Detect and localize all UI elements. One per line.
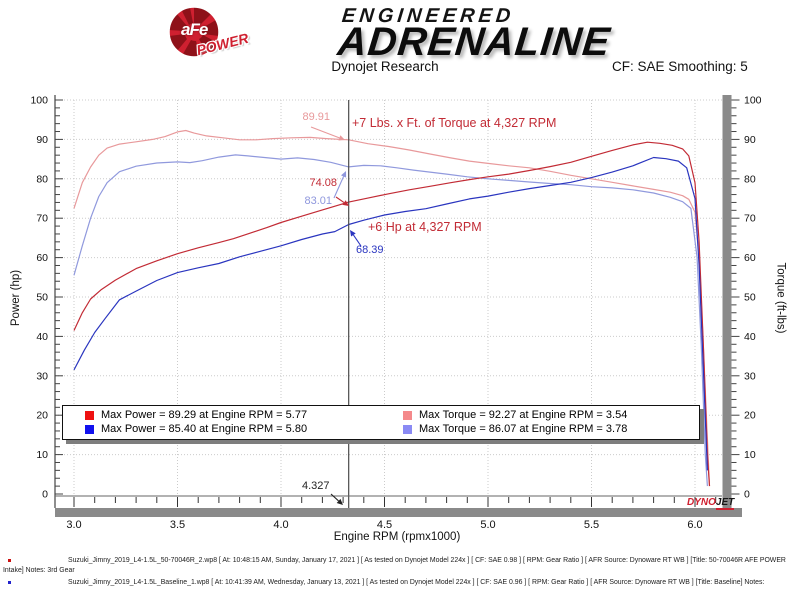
curve-power-50-70046R-intake <box>73 141 711 487</box>
y-tick-label-left: 10 <box>36 449 48 461</box>
dynojet-logo: DYNOJET <box>687 497 735 510</box>
annotation-arrow <box>352 234 362 247</box>
legend-swatch-icon <box>403 424 412 434</box>
y-tick-label-left: 60 <box>36 252 48 264</box>
run-info-line: Suzuki_Jimny_2019_L4-1.5L_50-70046R_2.wp… <box>0 556 795 575</box>
annotation-torque-baseline-at-cursor: 83.01 <box>304 195 332 207</box>
y-tick-label-left: 100 <box>30 95 48 107</box>
legend-label: Max Torque = 86.07 at Engine RPM = 3.78 <box>419 423 628 435</box>
annotation-power-intake-at-cursor: 74.08 <box>309 177 337 189</box>
y-tick-label-right: 30 <box>744 370 756 382</box>
annotation-cursor-rpm: 4.327 <box>302 480 330 492</box>
dynojet-logo-jet: JET <box>715 497 735 510</box>
annotation-arrow <box>335 196 345 204</box>
y-tick-label-right: 10 <box>744 449 756 461</box>
legend-label: Max Torque = 92.27 at Engine RPM = 3.54 <box>419 409 628 421</box>
legend-swatch-icon <box>85 410 94 420</box>
y-tick-label-left: 90 <box>36 134 48 146</box>
annotation-arrowhead <box>341 171 347 178</box>
x-axis-label-rpm: Engine RPM (rpmx1000) <box>333 531 461 543</box>
x-tick-label: 4.0 <box>273 519 288 531</box>
y-tick-label-right: 0 <box>744 489 750 501</box>
afe-logo-text: aFe <box>181 20 208 39</box>
x-tick-label: 5.0 <box>480 519 495 531</box>
annotation-arrow <box>310 126 340 139</box>
y-tick-label-left: 40 <box>36 331 48 343</box>
annotation-arrowhead <box>350 230 356 237</box>
curve-power-baseline <box>73 156 708 471</box>
run-info-text: Suzuki_Jimny_2019_L4-1.5L_50-70046R_2.wp… <box>3 557 786 574</box>
annotation-power-baseline-at-cursor: 68.39 <box>356 244 384 256</box>
annotation-arrowhead <box>336 498 343 505</box>
x-tick-label: 5.5 <box>584 519 599 531</box>
legend-label: Max Power = 85.40 at Engine RPM = 5.80 <box>101 423 308 435</box>
y-tick-label-right: 60 <box>744 252 756 264</box>
run-info-line: Suzuki_Jimny_2019_L4-1.5L_Baseline_1.wp8… <box>0 578 795 588</box>
legend-item-3: Max Torque = 86.07 at Engine RPM = 3.78 <box>403 423 699 435</box>
x-tick-label: 6.0 <box>687 519 702 531</box>
y-tick-label-right: 40 <box>744 331 756 343</box>
x-tick-label: 3.5 <box>170 519 185 531</box>
run-info-text: Suzuki_Jimny_2019_L4-1.5L_Baseline_1.wp8… <box>68 579 765 586</box>
afe-logo-icon <box>168 6 220 58</box>
y-tick-label-left: 20 <box>36 410 48 422</box>
legend-item-0: Max Power = 89.29 at Engine RPM = 5.77 <box>85 409 403 421</box>
curve-torque-50-70046R-intake <box>73 129 711 487</box>
y-tick-label-left: 50 <box>36 292 48 304</box>
y-tick-label-left: 30 <box>36 370 48 382</box>
y-tick-label-right: 100 <box>744 95 762 107</box>
annotation-arrow <box>330 493 339 502</box>
legend-label: Max Power = 89.29 at Engine RPM = 5.77 <box>101 409 308 421</box>
x-tick-label: 3.0 <box>66 519 81 531</box>
y-tick-label-right: 20 <box>744 410 756 422</box>
y-tick-label-left: 0 <box>42 489 48 501</box>
correction-smoothing-note: CF: SAE Smoothing: 5 <box>612 59 748 74</box>
annotation-arrow <box>333 176 345 199</box>
legend-box: Max Power = 89.29 at Engine RPM = 5.77 Ma… <box>62 405 700 440</box>
annotation-power-gain: +6 Hp at 4,327 RPM <box>368 220 482 234</box>
run-bullet-blue <box>8 581 11 584</box>
legend-swatch-icon <box>85 424 94 434</box>
legend-item-1: Max Torque = 92.27 at Engine RPM = 3.54 <box>403 409 699 421</box>
y-tick-label-right: 80 <box>744 173 756 185</box>
right-axis-bar <box>722 95 732 517</box>
annotation-torque-intake-at-cursor: 89.91 <box>302 111 330 123</box>
dynojet-logo-dyno: DYNO <box>687 497 716 508</box>
legend-swatch-icon <box>403 410 412 420</box>
y-tick-label-right: 90 <box>744 134 756 146</box>
chart-title: Dynojet Research <box>331 59 439 74</box>
x-tick-label: 4.5 <box>377 519 392 531</box>
y-tick-label-right: 70 <box>744 213 756 225</box>
annotation-arrowhead <box>342 200 349 206</box>
annotation-torque-gain: +7 Lbs. x Ft. of Torque at 4,327 RPM <box>352 116 557 130</box>
run-info-footer: Suzuki_Jimny_2019_L4-1.5L_50-70046R_2.wp… <box>0 556 795 591</box>
run-bullet-red <box>8 559 11 562</box>
y-tick-label-right: 50 <box>744 292 756 304</box>
curve-torque-baseline <box>73 154 708 487</box>
x-axis-bar <box>55 508 742 517</box>
annotation-arrowhead <box>338 135 345 141</box>
y-tick-label-left: 80 <box>36 173 48 185</box>
y-tick-label-left: 70 <box>36 213 48 225</box>
legend-item-2: Max Power = 85.40 at Engine RPM = 5.80 <box>85 423 403 435</box>
